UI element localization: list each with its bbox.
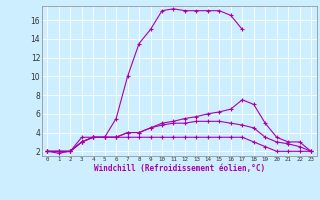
X-axis label: Windchill (Refroidissement éolien,°C): Windchill (Refroidissement éolien,°C) [94,164,265,173]
